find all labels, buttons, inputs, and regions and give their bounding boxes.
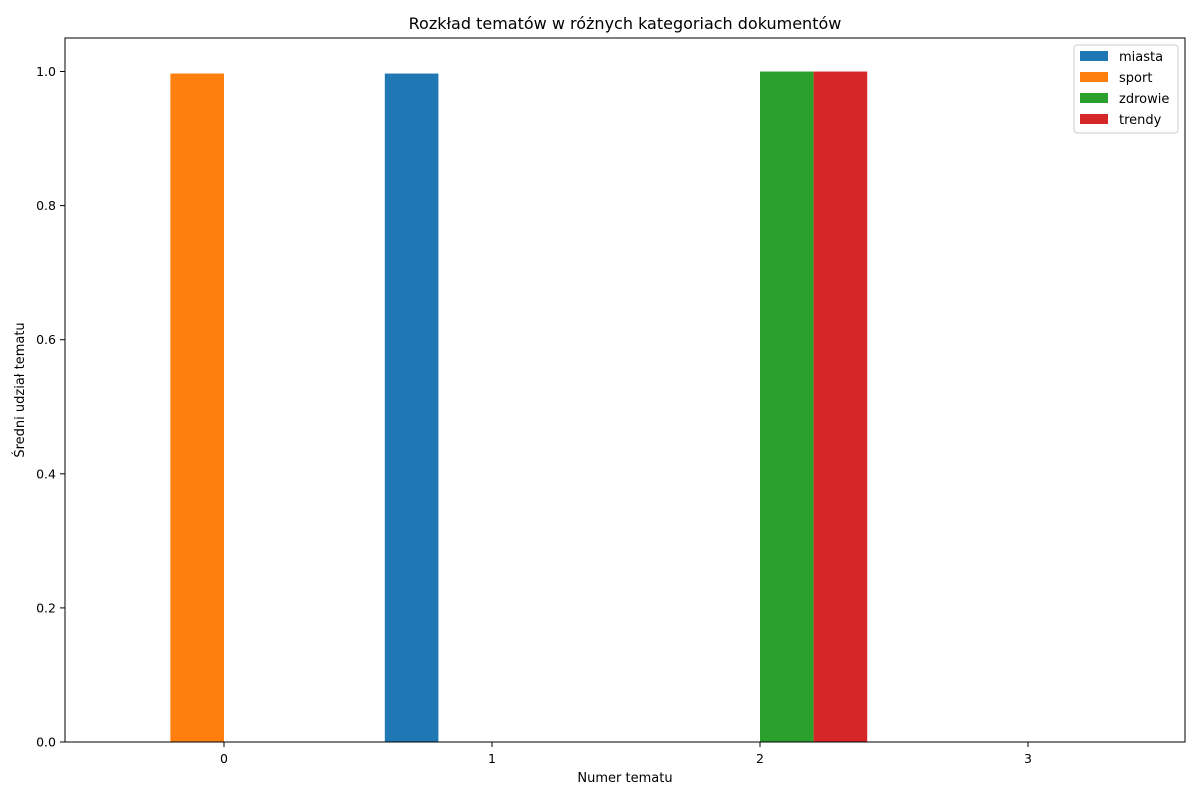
legend-label-zdrowie: zdrowie (1119, 92, 1169, 107)
x-tick-label: 2 (756, 751, 764, 766)
legend: miasta sport zdrowie trendy (1073, 44, 1179, 134)
chart-title: Rozkład tematów w różnych kategoriach do… (409, 14, 842, 33)
x-tick-label: 3 (1024, 751, 1032, 766)
x-axis: 0 1 2 3 (220, 742, 1032, 766)
bar-zdrowie-2 (760, 71, 814, 743)
x-tick-label: 1 (488, 751, 496, 766)
legend-swatch-sport (1080, 72, 1108, 82)
x-axis-label: Numer tematu (577, 771, 672, 786)
legend-swatch-trendy (1080, 114, 1108, 124)
bars-layer (170, 71, 868, 743)
y-tick-label: 1.0 (36, 64, 56, 79)
bar-miasta-1 (384, 73, 439, 743)
y-axis: 0.0 0.2 0.4 0.6 0.8 1.0 (36, 64, 65, 750)
y-axis-label: Średni udział tematu (12, 322, 28, 457)
y-tick-label: 0.4 (36, 466, 56, 481)
legend-swatch-miasta (1080, 51, 1108, 61)
y-tick-label: 0.8 (36, 198, 56, 213)
legend-label-miasta: miasta (1119, 50, 1163, 65)
y-tick-label: 0.6 (36, 332, 56, 347)
bar-sport-0 (170, 73, 224, 743)
y-tick-label: 0.2 (36, 600, 56, 615)
x-tick-label: 0 (220, 751, 228, 766)
legend-box (1073, 44, 1179, 134)
bar-trendy-2 (813, 71, 868, 743)
plot-frame (64, 37, 1186, 743)
y-tick-label: 0.0 (36, 735, 56, 750)
legend-label-sport: sport (1119, 71, 1152, 86)
legend-swatch-zdrowie (1080, 93, 1108, 103)
legend-label-trendy: trendy (1119, 113, 1162, 128)
